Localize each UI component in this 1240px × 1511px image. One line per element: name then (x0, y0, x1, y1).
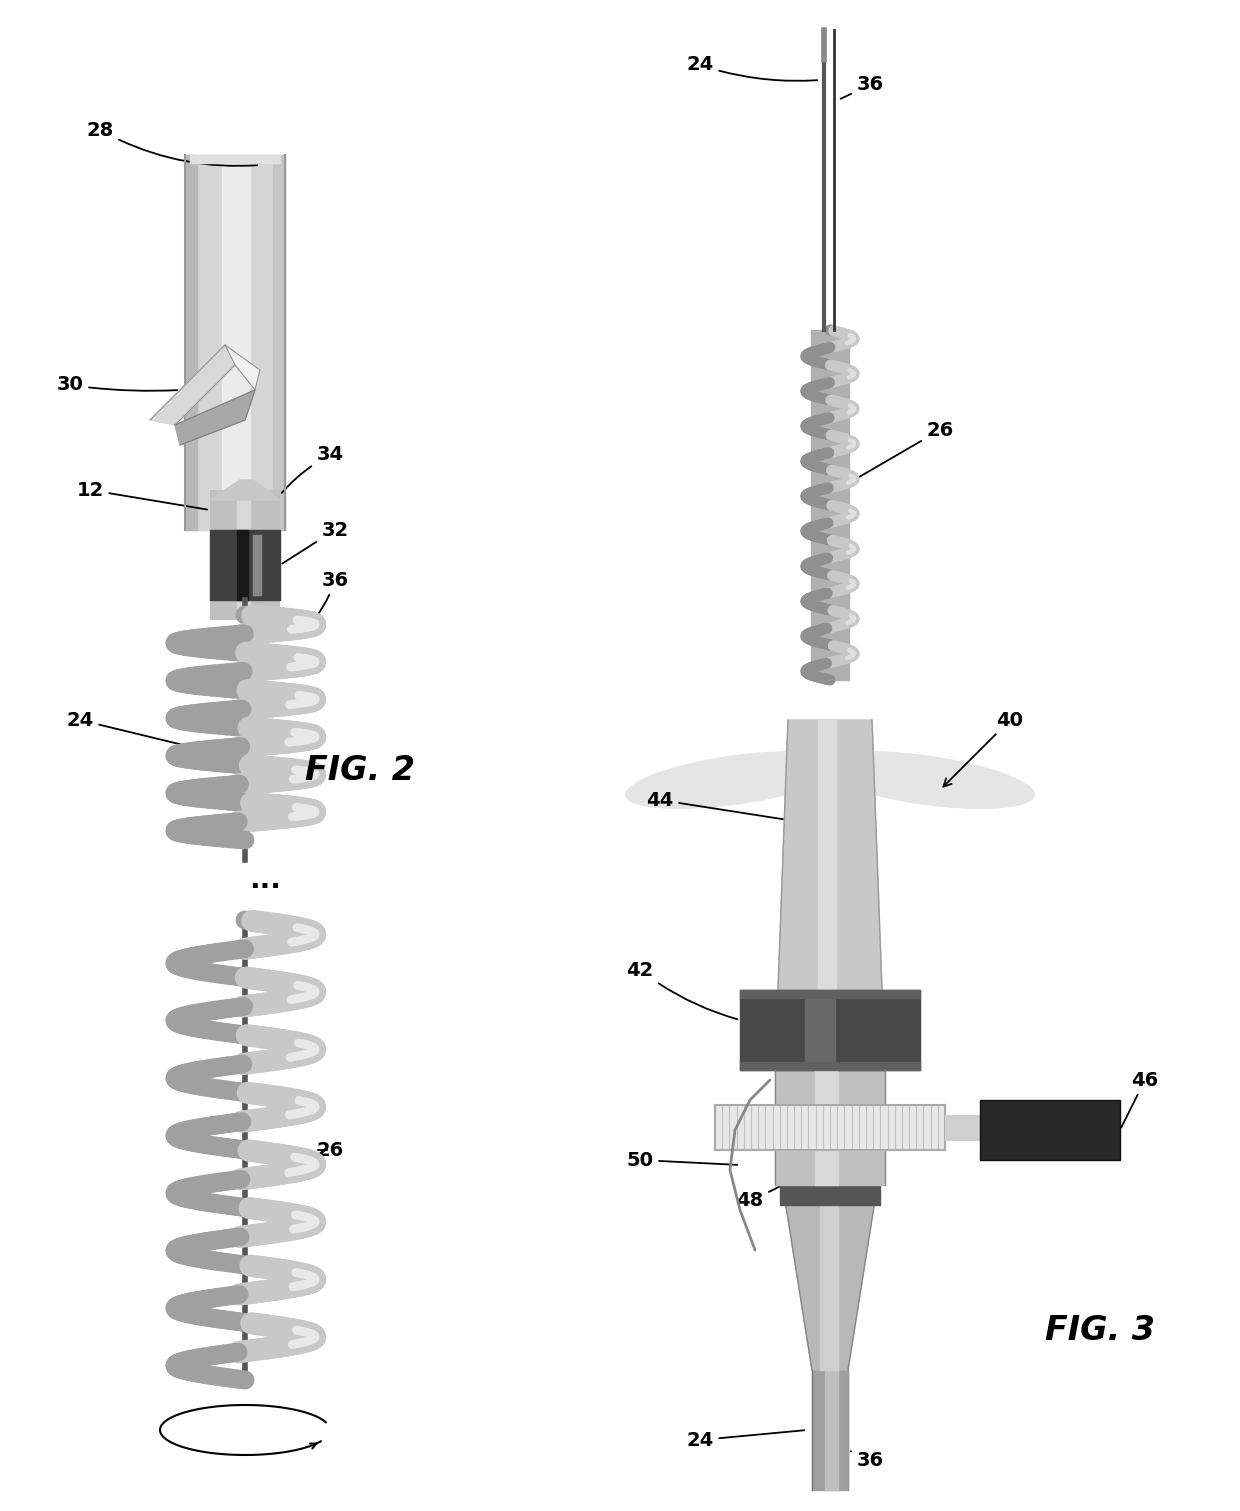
Polygon shape (190, 156, 280, 163)
Polygon shape (175, 390, 255, 446)
Text: 12: 12 (77, 480, 207, 509)
Text: 42: 42 (626, 961, 738, 1020)
Polygon shape (210, 480, 280, 500)
Text: 36: 36 (296, 571, 348, 638)
Polygon shape (150, 345, 236, 425)
Text: 34: 34 (281, 446, 343, 493)
Text: 24: 24 (687, 56, 817, 82)
Bar (980, 1100, 1120, 1160)
Text: FIG. 2: FIG. 2 (305, 754, 415, 787)
Text: 50: 50 (626, 1150, 738, 1170)
Text: 30: 30 (57, 376, 177, 394)
Text: 48: 48 (737, 1151, 828, 1209)
Bar (210, 490, 280, 620)
Text: 40: 40 (944, 710, 1023, 787)
Text: FIG. 3: FIG. 3 (1045, 1313, 1154, 1346)
Ellipse shape (815, 751, 1035, 808)
Text: 28: 28 (87, 121, 257, 166)
Text: 24: 24 (687, 1431, 805, 1449)
Text: 44: 44 (646, 790, 785, 819)
Text: 36: 36 (841, 76, 884, 98)
Text: 26: 26 (857, 420, 954, 479)
Text: 46: 46 (1121, 1070, 1158, 1127)
Text: 24: 24 (67, 710, 242, 760)
Text: 36: 36 (851, 1451, 884, 1470)
Ellipse shape (625, 751, 844, 808)
Text: 26: 26 (316, 1141, 343, 1159)
Text: ...: ... (249, 866, 281, 895)
Text: 32: 32 (283, 520, 348, 564)
Polygon shape (777, 721, 882, 990)
Polygon shape (785, 1200, 875, 1370)
Polygon shape (224, 345, 260, 390)
